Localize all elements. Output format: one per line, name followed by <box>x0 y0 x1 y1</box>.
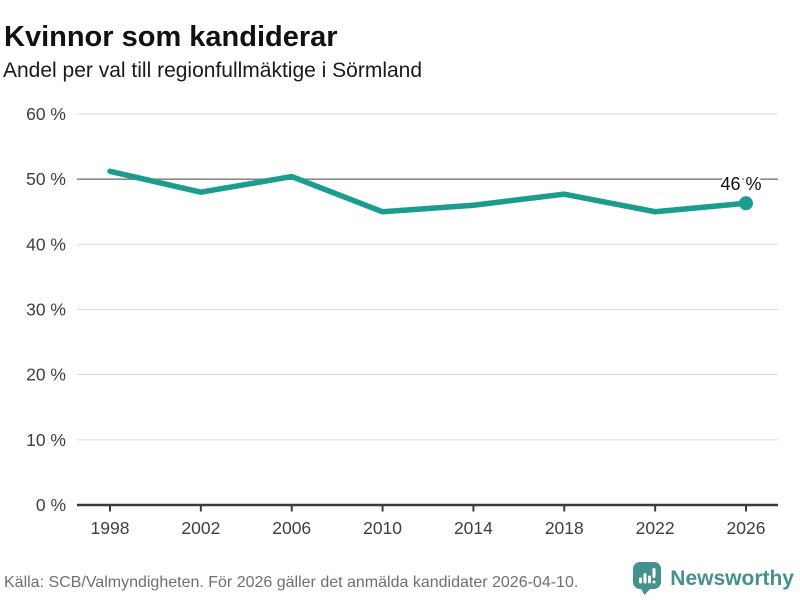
end-data-point <box>738 196 753 211</box>
x-tick-label: 2014 <box>454 518 493 538</box>
x-tick-label: 2010 <box>363 518 402 538</box>
chart-subtitle: Andel per val till regionfullmäktige i S… <box>3 59 423 82</box>
y-tick-label: 10 % <box>26 430 66 450</box>
x-tick-label: 2022 <box>636 518 675 538</box>
y-tick-label: 30 % <box>26 299 66 319</box>
speech-bubble-tail <box>640 587 653 595</box>
line-chart: 0 % 10 % 20 % 30 % 40 % 50 % 60 % 1998 2002 2006 2… <box>26 104 778 538</box>
newsworthy-wordmark: Newsworthy <box>670 566 794 590</box>
y-tick-label: 20 % <box>26 365 66 385</box>
footer: Källa: SCB/Valmyndigheten. För 2026 gäll… <box>0 558 800 600</box>
source-note: Källa: SCB/Valmyndigheten. För 2026 gäll… <box>4 574 579 591</box>
chart-title: Kvinnor som kandiderar <box>4 21 338 54</box>
newsworthy-link[interactable]: Newsworthy <box>632 561 794 596</box>
x-tick-label: 2018 <box>545 518 584 538</box>
x-tick-label: 1998 <box>91 518 130 538</box>
x-tick-label: 2006 <box>272 518 311 538</box>
data-line <box>107 168 749 215</box>
y-tick-label: 50 % <box>26 169 66 189</box>
y-tick-label: 40 % <box>26 234 66 254</box>
y-tick-label: 0 % <box>36 495 66 515</box>
end-point-label: 46 % <box>720 174 761 194</box>
x-tick-label: 2002 <box>181 518 220 538</box>
newsworthy-logo-icon <box>633 562 662 595</box>
x-tick-label: 2026 <box>727 518 766 538</box>
y-tick-label: 60 % <box>26 104 66 124</box>
